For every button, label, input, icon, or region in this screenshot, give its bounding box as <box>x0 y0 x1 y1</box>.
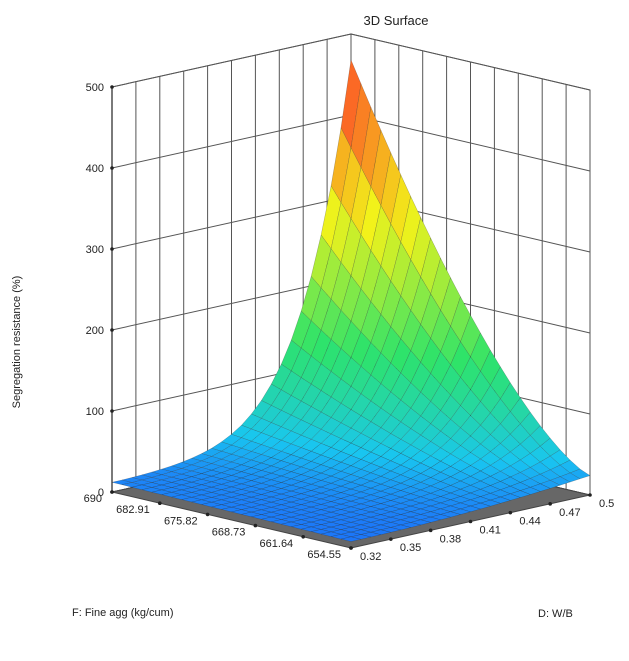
response-surface <box>111 59 591 542</box>
z-tick-label: 100 <box>86 406 104 418</box>
y-tick-mark <box>158 501 162 506</box>
y-axis-label: F: Fine agg (kg/cum) <box>72 607 173 619</box>
z-tick-mark <box>110 166 114 170</box>
z-tick-label: 500 <box>86 82 104 94</box>
x-tick-label: 0.35 <box>400 542 421 554</box>
chart-title: 3D Surface <box>363 13 428 28</box>
y-tick-mark <box>205 512 210 517</box>
x-tick-label: 0.5 <box>599 498 614 510</box>
y-tick-label: 661.64 <box>260 538 294 550</box>
y-tick-mark <box>253 523 258 528</box>
z-tick-mark <box>110 409 114 413</box>
y-tick-mark <box>110 490 114 494</box>
z-tick-label: 400 <box>86 163 104 175</box>
x-tick-mark <box>468 519 473 524</box>
x-tick-mark <box>548 502 552 506</box>
z-tick-label: 0 <box>98 487 104 499</box>
tick-labels: 0 100 200 300 400 500 654.55 661.64 668.73 675.82… <box>84 82 615 563</box>
y-tick-mark <box>301 535 306 539</box>
x-axis-label: D: W/B <box>538 608 573 620</box>
y-tick-label: 690 <box>84 493 102 505</box>
z-tick-label: 200 <box>86 325 104 337</box>
y-tick-label: 682.91 <box>116 504 150 516</box>
x-tick-mark <box>428 528 433 533</box>
x-tick-label: 0.47 <box>559 507 580 519</box>
z-tick-label: 300 <box>86 244 104 256</box>
x-tick-mark <box>588 493 592 497</box>
x-tick-mark <box>349 546 353 550</box>
y-tick-label: 654.55 <box>307 549 341 561</box>
z-tick-mark <box>110 247 114 251</box>
z-tick-mark <box>110 328 114 332</box>
x-tick-mark <box>508 510 513 515</box>
x-tick-label: 0.38 <box>440 533 461 545</box>
z-tick-mark <box>110 85 114 89</box>
x-tick-label: 0.32 <box>360 551 381 563</box>
y-tick-label: 675.82 <box>164 515 198 527</box>
surface-patch <box>340 536 362 542</box>
x-tick-mark <box>389 537 393 541</box>
z-axis-label: Segregation resistance (%) <box>11 276 23 409</box>
y-tick-label: 668.73 <box>212 527 246 539</box>
x-tick-label: 0.41 <box>480 525 501 537</box>
x-tick-label: 0.44 <box>519 516 540 528</box>
